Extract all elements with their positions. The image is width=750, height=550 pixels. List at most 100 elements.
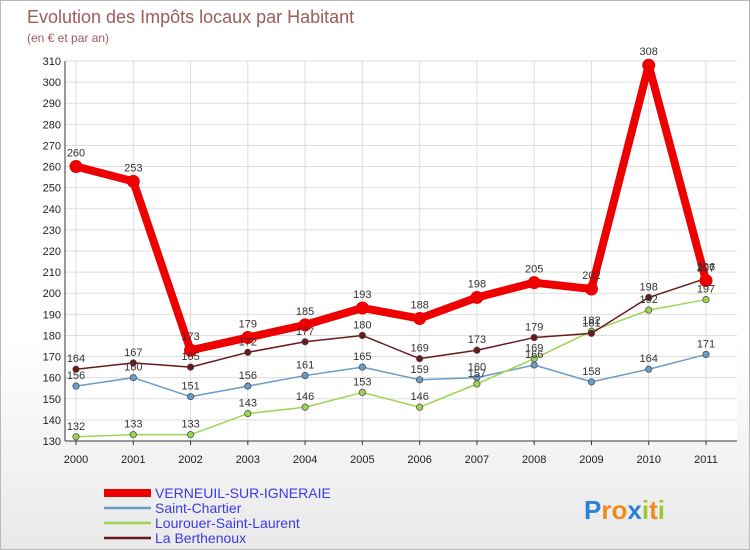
grid	[65, 60, 737, 442]
data-point	[129, 431, 137, 439]
data-label: 260	[67, 148, 85, 160]
data-label: 133	[181, 419, 199, 431]
data-point	[186, 363, 195, 371]
x-tick-label: 2004	[293, 454, 317, 466]
data-label: 181	[582, 317, 600, 329]
x-tick-label: 2000	[64, 454, 88, 466]
y-tick-label: 160	[43, 373, 61, 385]
x-tick-label: 2001	[121, 454, 145, 466]
data-label: 161	[296, 360, 314, 372]
data-label: 177	[296, 326, 314, 338]
data-point	[244, 348, 252, 356]
legend-label: Lourouer-Saint-Laurent	[155, 515, 300, 531]
logo-letter: r	[601, 495, 611, 525]
y-tick-label: 150	[43, 394, 61, 406]
proxiti-logo: Proxiti	[584, 495, 665, 525]
data-point	[69, 160, 83, 174]
data-label: 308	[640, 46, 658, 58]
series-line-0	[72, 61, 710, 355]
y-tick-label: 240	[43, 204, 61, 216]
data-point	[473, 346, 481, 354]
y-tick-label: 270	[43, 140, 61, 152]
data-point	[126, 174, 140, 188]
x-tick-label: 2005	[350, 454, 374, 466]
data-label: 171	[697, 338, 715, 350]
data-point	[530, 361, 538, 369]
data-point	[413, 312, 427, 326]
data-label: 153	[353, 376, 371, 388]
data-label: 166	[525, 349, 543, 361]
logo-letter: i	[642, 495, 649, 525]
data-label: 157	[468, 368, 486, 380]
data-point	[129, 359, 137, 367]
series-line-3	[75, 277, 707, 370]
data-label: 182	[582, 315, 600, 327]
data-point	[587, 329, 596, 337]
y-tick-label: 260	[43, 162, 61, 174]
data-label: 185	[296, 306, 314, 318]
x-tick-label: 2007	[465, 454, 489, 466]
data-label: 159	[410, 364, 428, 376]
x-tick-label: 2010	[636, 454, 660, 466]
data-label: 207	[697, 262, 715, 274]
data-point	[358, 331, 366, 339]
data-point	[186, 431, 195, 439]
legend-label: La Berthenoux	[155, 530, 246, 546]
data-label: 167	[124, 347, 142, 359]
series-line-1	[75, 353, 707, 398]
y-tick-label: 220	[43, 246, 61, 258]
data-label: 158	[582, 366, 600, 378]
y-tick-label: 280	[43, 119, 61, 131]
data-point	[645, 306, 653, 314]
data-label: 164	[640, 353, 658, 365]
data-point	[470, 290, 484, 304]
data-point	[241, 331, 255, 345]
data-point	[702, 350, 710, 358]
x-tick-label: 2006	[407, 454, 431, 466]
data-point	[129, 374, 137, 382]
data-point	[584, 282, 598, 296]
data-point	[587, 378, 596, 386]
data-label: 206	[697, 262, 715, 274]
logo-letter: o	[611, 495, 627, 525]
x-tick-label: 2011	[694, 454, 718, 466]
data-label: 205	[525, 264, 543, 276]
y-tick-label: 210	[43, 267, 61, 279]
data-label: 151	[181, 381, 199, 393]
data-point	[244, 382, 252, 390]
data-label: 156	[67, 370, 85, 382]
data-label: 133	[124, 419, 142, 431]
y-tick-label: 310	[43, 56, 61, 68]
legend: VERNEUIL-SUR-IGNERAIESaint-ChartierLouro…	[104, 485, 331, 546]
data-label: 188	[410, 300, 428, 312]
y-tick-label: 230	[43, 225, 61, 237]
data-point	[645, 365, 653, 373]
data-label: 146	[296, 391, 314, 403]
data-point	[355, 301, 369, 315]
data-point	[72, 365, 80, 373]
y-tick-label: 190	[43, 309, 61, 321]
data-label: 179	[525, 322, 543, 334]
y-tick-label: 140	[43, 415, 61, 427]
data-point	[473, 380, 481, 388]
data-point	[645, 293, 653, 301]
data-label: 173	[468, 334, 486, 346]
data-point	[358, 363, 366, 371]
legend-label: Saint-Chartier	[155, 500, 242, 516]
data-label: 143	[239, 398, 257, 410]
y-tick-label: 170	[43, 352, 61, 364]
data-point	[186, 393, 195, 401]
data-label: 169	[525, 343, 543, 355]
y-tick-label: 290	[43, 98, 61, 110]
data-label: 192	[640, 294, 658, 306]
data-label: 193	[353, 289, 371, 301]
data-label: 198	[640, 281, 658, 293]
x-tick-label: 2008	[522, 454, 546, 466]
data-point	[416, 403, 424, 411]
data-label: 180	[353, 319, 371, 331]
data-point	[702, 296, 710, 304]
data-point	[530, 334, 538, 342]
data-point	[358, 388, 366, 396]
y-tick-label: 300	[43, 77, 61, 89]
